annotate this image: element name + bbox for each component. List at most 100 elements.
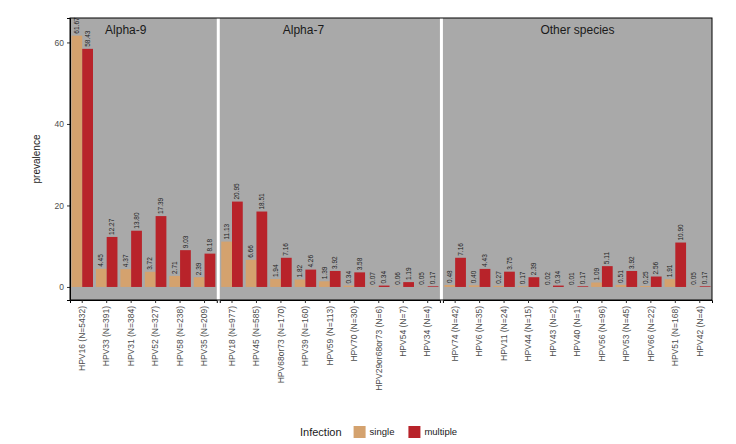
data-label: 61.67 xyxy=(73,17,80,34)
data-label: 1.94 xyxy=(272,264,279,277)
data-label: 5.11 xyxy=(603,252,610,265)
x-tick-label: HPV56 (N=96) xyxy=(597,306,607,362)
x-axis: HPV74 (N=42)HPV6 (N=35)HPV11 (N=24)HPV44… xyxy=(443,300,712,366)
x-tick: HPV45 (N=585) xyxy=(251,300,261,366)
x-tick-label: HPV51 (N=168) xyxy=(670,306,680,366)
x-tick-label: HPV29or68or73 (N=6) xyxy=(373,306,383,391)
x-tick-label: HPV59 (N=113) xyxy=(325,306,335,366)
x-tick-label: HPV39 (N=160) xyxy=(300,306,310,366)
bar xyxy=(295,280,306,287)
data-labels: 11.136.661.941.821.390.340.070.060.0520.… xyxy=(223,183,436,285)
data-label: 2.71 xyxy=(171,261,178,274)
x-tick-label: HPV42 (N=4) xyxy=(694,306,704,357)
bar xyxy=(616,285,627,287)
x-tick-label: HPV16 (N=5432) xyxy=(77,306,87,371)
bar xyxy=(270,279,281,287)
bar xyxy=(480,269,491,287)
x-tick-label: HPV70 (N=30) xyxy=(349,306,359,362)
x-tick: HPV39 (N=160) xyxy=(300,300,310,366)
plot-frame xyxy=(70,18,712,300)
bars xyxy=(71,36,215,287)
bar xyxy=(107,237,118,287)
data-label: 3.92 xyxy=(331,256,338,269)
x-tick: HPV59 (N=113) xyxy=(325,300,335,366)
bar xyxy=(665,279,676,287)
y-tick: 20 xyxy=(55,201,70,211)
data-label: 3.72 xyxy=(146,257,153,270)
bar xyxy=(71,36,82,287)
panel-title: Other species xyxy=(540,23,614,37)
x-tick: HPV52 (N=327) xyxy=(150,300,160,366)
data-label: 0.02 xyxy=(544,272,551,285)
y-tick-label: 20 xyxy=(55,201,65,211)
data-label: 0.51 xyxy=(617,270,624,283)
x-tick-label: HPV34 (N=4) xyxy=(422,306,432,357)
x-tick-label: HPV45 (N=585) xyxy=(251,306,261,366)
data-label: 7.16 xyxy=(282,243,289,256)
bar xyxy=(651,277,662,287)
bar xyxy=(591,283,602,287)
x-tick-label: HPV66 (N=22) xyxy=(646,306,656,362)
bar xyxy=(700,286,711,288)
bar xyxy=(392,286,403,287)
x-tick: HPV29or68or73 (N=6) xyxy=(373,300,383,391)
x-tick-label: HPV53 (N=45) xyxy=(621,306,631,362)
data-labels: 61.674.454.373.722.712.3958.4312.2713.80… xyxy=(73,17,213,275)
x-axis: HPV18 (N=977)HPV45 (N=585)HPV68or73 (N=1… xyxy=(220,300,440,391)
bar xyxy=(518,286,529,288)
x-tick-label: HPV54 (N=7) xyxy=(398,306,408,357)
y-axis-title: prevalence xyxy=(31,134,42,183)
panel-title: Alpha-9 xyxy=(105,23,147,37)
data-label: 20.95 xyxy=(233,183,240,200)
bar xyxy=(256,212,267,287)
data-label: 3.75 xyxy=(506,257,513,270)
data-label: 0.05 xyxy=(418,272,425,285)
data-label: 12.27 xyxy=(108,218,115,235)
x-tick: HPV11 (N=24) xyxy=(499,300,509,361)
bar xyxy=(444,285,455,287)
data-label: 1.09 xyxy=(593,267,600,280)
bar xyxy=(455,258,466,287)
bar xyxy=(305,270,316,287)
x-tick: HPV70 (N=30) xyxy=(349,300,359,362)
bar xyxy=(156,216,167,287)
legend-label: single xyxy=(370,426,395,437)
x-tick-label: HPV6 (N=35) xyxy=(474,306,484,357)
x-tick: HPV56 (N=96) xyxy=(597,300,607,362)
bar xyxy=(354,272,365,287)
data-label: 58.43 xyxy=(84,30,91,47)
bar xyxy=(567,286,578,287)
bar xyxy=(493,286,504,287)
data-label: 1.82 xyxy=(296,265,303,278)
data-label: 11.13 xyxy=(223,223,230,239)
bars xyxy=(221,202,438,287)
x-tick: HPV43 (N=2) xyxy=(548,300,558,357)
bar xyxy=(689,286,700,287)
y-tick: 60 xyxy=(55,38,70,48)
x-axis: HPV16 (N=5432)HPV33 (N=391)HPV31 (N=384)… xyxy=(71,300,218,371)
bar xyxy=(319,281,330,287)
bar xyxy=(281,258,292,287)
bar xyxy=(379,286,390,287)
bar xyxy=(602,266,613,287)
x-tick: HPV58 (N=238) xyxy=(175,300,185,366)
data-label: 1.39 xyxy=(321,266,328,279)
data-label: 4.26 xyxy=(307,255,314,268)
data-label: 7.16 xyxy=(457,243,464,256)
x-tick-label: HPV35 (N=209) xyxy=(199,306,209,366)
panel-title: Alpha-7 xyxy=(283,23,325,37)
y-tick: 40 xyxy=(55,119,70,129)
data-label: 0.17 xyxy=(701,271,708,284)
bar xyxy=(120,269,131,287)
x-tick-label: HPV58 (N=238) xyxy=(175,306,185,366)
data-label: 0.40 xyxy=(470,270,477,283)
bar xyxy=(82,49,93,287)
y-tick: 0 xyxy=(59,282,70,292)
data-label: 17.39 xyxy=(157,197,164,214)
data-label: 4.37 xyxy=(122,254,129,267)
bar xyxy=(194,277,205,287)
x-tick: HPV74 (N=42) xyxy=(450,300,460,362)
bar xyxy=(205,254,216,287)
bar xyxy=(542,286,553,287)
x-tick-label: HPV33 (N=391) xyxy=(101,306,111,366)
